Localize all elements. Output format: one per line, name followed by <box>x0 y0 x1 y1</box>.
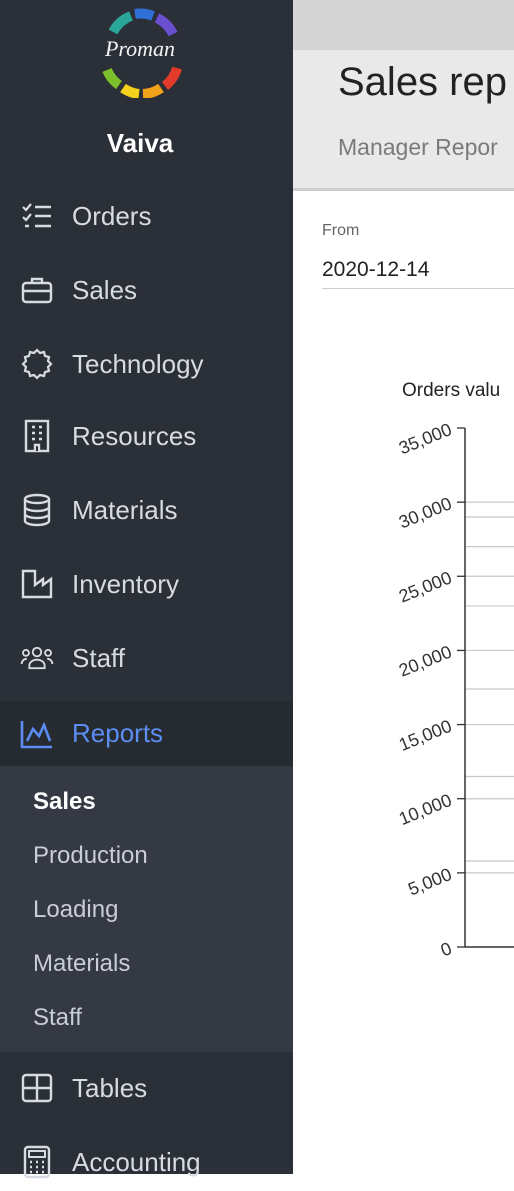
gridlines <box>465 501 514 874</box>
y-axis-ticks: 0 5,000 10,000 15,000 20,000 25,000 30,000 35,0… <box>396 419 465 960</box>
y-tick-label: 0 <box>438 938 455 960</box>
reports-submenu: Sales Production Loading Materials Staff <box>0 766 293 1052</box>
sidebar-item-reports[interactable]: Reports <box>0 701 293 766</box>
sidebar-item-label: Accounting <box>72 1146 201 1177</box>
sidebar-item-accounting[interactable]: Accounting <box>0 1133 293 1191</box>
sidebar-item-label: Technology <box>72 348 204 379</box>
sidebar-item-orders[interactable]: Orders <box>0 187 293 245</box>
sidebar-item-label: Resources <box>72 420 197 451</box>
submenu-item-production[interactable]: Production <box>33 842 148 869</box>
sidebar-item-technology[interactable]: Technology <box>0 335 293 393</box>
factory-icon <box>20 567 54 601</box>
sidebar-item-label: Orders <box>72 200 152 231</box>
y-tick-label: 35,000 <box>396 419 455 458</box>
sidebar-item-sales[interactable]: Sales <box>0 261 293 319</box>
page-header: Sales rep Manager Repor <box>293 50 514 191</box>
y-tick-label: 30,000 <box>396 493 455 532</box>
building-icon <box>20 419 54 453</box>
user-name[interactable]: Vaiva <box>106 128 174 158</box>
table-icon <box>20 1071 54 1105</box>
sidebar-item-materials[interactable]: Materials <box>0 481 293 539</box>
submenu-item-materials[interactable]: Materials <box>33 950 131 977</box>
y-tick-label: 15,000 <box>396 716 455 755</box>
sidebar-item-label: Tables <box>72 1072 148 1103</box>
sidebar-item-inventory[interactable]: Inventory <box>0 555 293 613</box>
logo-text: Proman <box>104 36 176 61</box>
chart-title: Orders valu <box>402 380 501 401</box>
sidebar-item-resources[interactable]: Resources <box>0 407 293 465</box>
proman-logo[interactable]: Proman <box>95 8 185 99</box>
database-icon <box>20 493 54 527</box>
from-date-input[interactable] <box>322 252 514 289</box>
sidebar-item-label: Reports <box>72 718 164 748</box>
y-tick-label: 25,000 <box>396 567 455 606</box>
briefcase-icon <box>20 273 54 307</box>
sidebar-item-label: Materials <box>72 494 178 525</box>
y-tick-label: 5,000 <box>405 864 454 899</box>
submenu-item-sales[interactable]: Sales <box>33 788 96 815</box>
logo-ring-icon <box>102 8 182 99</box>
y-tick-label: 10,000 <box>396 790 455 829</box>
y-tick-label: 20,000 <box>396 642 455 681</box>
sidebar-item-staff[interactable]: Staff <box>0 629 293 687</box>
tab-manager-report[interactable]: Manager Repor <box>338 134 498 160</box>
sidebar-item-label: Inventory <box>72 568 179 599</box>
top-bar <box>293 0 514 50</box>
submenu-item-loading[interactable]: Loading <box>33 896 119 923</box>
sidebar: Proman Vaiva Orders Sales Technology Res… <box>0 0 293 1179</box>
sidebar-item-tables[interactable]: Tables <box>0 1059 293 1117</box>
checklist-icon <box>20 199 54 233</box>
from-label: From <box>322 222 360 239</box>
gear-icon <box>20 347 54 381</box>
chart-icon <box>20 717 54 751</box>
main-content: Sales rep Manager Repor From Orders valu… <box>293 0 514 1174</box>
orders-value-chart: 0 5,000 10,000 15,000 20,000 25,000 30,000 35,0… <box>396 419 514 960</box>
page-title: Sales rep <box>338 60 507 104</box>
people-icon <box>20 641 54 675</box>
sidebar-item-label: Staff <box>72 642 126 673</box>
submenu-item-staff[interactable]: Staff <box>33 1004 82 1031</box>
sidebar-item-label: Sales <box>72 274 138 305</box>
